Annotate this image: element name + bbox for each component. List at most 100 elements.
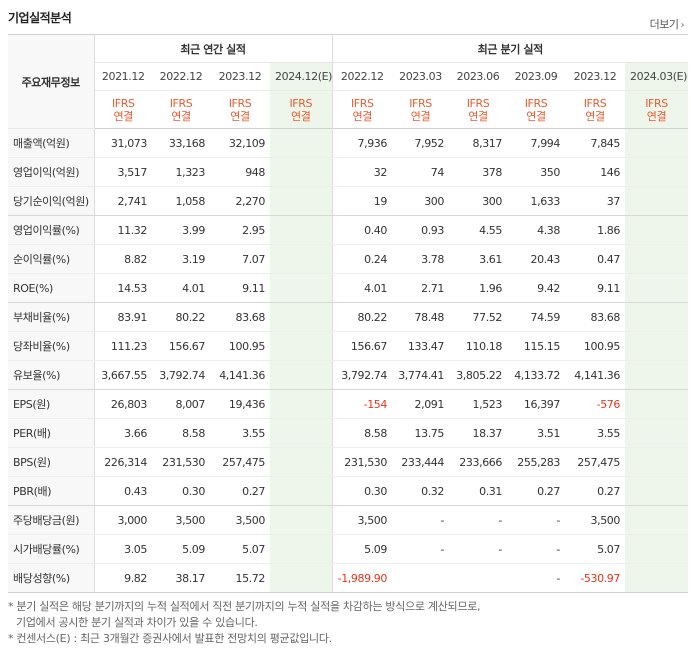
cell-annual xyxy=(270,563,333,593)
cell-quarter: 0.30 xyxy=(332,476,392,506)
cell-quarter: 0.24 xyxy=(332,244,392,274)
chevron-right-icon: › xyxy=(680,20,685,31)
footnote-consensus: * 컨센서스(E) : 최근 3개월간 증권사에서 발표한 전망치의 평균값입니… xyxy=(8,632,332,645)
cell-quarter: - xyxy=(507,505,565,535)
ifrs-consolidated: 연결 xyxy=(230,109,250,123)
ifrs-standard: IFRS xyxy=(228,96,252,110)
row-header-label: 주요재무정보 xyxy=(8,34,95,129)
cell-quarter: 80.22 xyxy=(332,302,392,332)
cell-annual: 5.09 xyxy=(152,534,210,564)
row-label: 영업이익(억원) xyxy=(8,157,95,187)
cell-quarter: 1.86 xyxy=(565,215,625,245)
cell-quarter xyxy=(625,447,689,477)
footnote-quarterly: * 분기 실적은 해당 분기까지의 누적 실적에서 직전 분기까지의 누적 실적… xyxy=(8,600,481,613)
cell-quarter: 9.42 xyxy=(507,273,565,303)
cell-annual xyxy=(270,534,333,564)
cell-quarter: 378 xyxy=(449,157,507,187)
table-row: 매출액(억원) 31,073 33,168 32,109 7,936 7,952 8,317… xyxy=(8,128,689,158)
ifrs-consolidated: 연결 xyxy=(410,109,431,123)
cell-quarter: 9.11 xyxy=(565,273,625,303)
cell-quarter: 3,805.22 xyxy=(449,360,507,390)
cell-annual xyxy=(270,360,333,390)
financial-summary-table: 주요재무정보 최근 연간 실적 최근 분기 실적 2021.12 2022.12 2… xyxy=(8,34,689,593)
ifrs-standard: IFRS xyxy=(350,96,374,110)
cell-quarter: -154 xyxy=(332,389,392,419)
cell-quarter xyxy=(625,302,689,332)
cell-annual xyxy=(270,244,333,274)
cell-quarter: 37 xyxy=(565,186,625,216)
cell-annual xyxy=(270,476,333,506)
cell-annual: 3.19 xyxy=(152,244,210,274)
cell-quarter: 3,500 xyxy=(332,505,392,535)
table-row: 영업이익률(%) 11.32 3.99 2.95 0.40 0.93 4.55 4.38 1.8… xyxy=(8,215,689,245)
period-quarter: 2023.06 xyxy=(449,62,507,91)
cell-quarter: 4.55 xyxy=(449,215,507,245)
cell-quarter xyxy=(625,157,689,187)
quarter-group-header: 최근 분기 실적 xyxy=(332,34,689,63)
cell-quarter: 83.68 xyxy=(565,302,625,332)
row-label: PER(배) xyxy=(8,418,95,448)
ifrs-standard: IFRS xyxy=(169,96,193,110)
cell-annual xyxy=(270,157,333,187)
cell-annual xyxy=(270,389,333,419)
cell-annual: 31,073 xyxy=(94,128,152,158)
ifrs-standard: IFRS xyxy=(583,96,607,110)
row-label: 부채비율(%) xyxy=(8,302,95,332)
cell-annual: 19,436 xyxy=(210,389,270,419)
row-label: 주당배당금(원) xyxy=(8,505,95,535)
cell-quarter: 19 xyxy=(332,186,392,216)
cell-quarter: 3.78 xyxy=(392,244,449,274)
cell-annual: 5.07 xyxy=(210,534,270,564)
cell-quarter: - xyxy=(507,563,565,593)
cell-quarter xyxy=(625,244,689,274)
cell-quarter: 146 xyxy=(565,157,625,187)
cell-quarter: 4.01 xyxy=(332,273,392,303)
cell-quarter: 100.95 xyxy=(565,331,625,361)
cell-quarter: 74 xyxy=(392,157,449,187)
period-quarter: 2023.12 xyxy=(565,62,625,91)
cell-annual: 2.95 xyxy=(210,215,270,245)
cell-quarter: 0.40 xyxy=(332,215,392,245)
row-label: 매출액(억원) xyxy=(8,128,95,158)
cell-quarter: 18.37 xyxy=(449,418,507,448)
cell-annual xyxy=(270,186,333,216)
cell-annual: 2,270 xyxy=(210,186,270,216)
section-title: 기업실적분석 xyxy=(8,11,72,25)
row-label: PBR(배) xyxy=(8,476,95,506)
cell-annual: 156.67 xyxy=(152,331,210,361)
cell-annual: 226,314 xyxy=(94,447,152,477)
cell-quarter: 20.43 xyxy=(507,244,565,274)
ifrs-consolidated: 연결 xyxy=(171,109,191,123)
ifrs-label: IFRS 연결 xyxy=(94,91,152,129)
cell-annual: 83.68 xyxy=(210,302,270,332)
cell-annual: 9.82 xyxy=(94,563,152,593)
more-link[interactable]: 더보기 › xyxy=(650,16,685,32)
cell-quarter: 231,530 xyxy=(332,447,392,477)
cell-annual xyxy=(270,215,333,245)
cell-quarter: 78.48 xyxy=(392,302,449,332)
cell-annual: 8.82 xyxy=(94,244,152,274)
cell-annual: 9.11 xyxy=(210,273,270,303)
row-label: 배당성향(%) xyxy=(8,563,95,593)
period-quarter: 2023.09 xyxy=(507,62,565,91)
table-row: 부채비율(%) 83.91 80.22 83.68 80.22 78.48 77.52 74.… xyxy=(8,302,689,332)
cell-annual: 33,168 xyxy=(152,128,210,158)
row-label: ROE(%) xyxy=(8,273,95,303)
cell-annual: 26,803 xyxy=(94,389,152,419)
cell-annual: 3,500 xyxy=(152,505,210,535)
cell-quarter xyxy=(449,563,507,593)
cell-annual: 8,007 xyxy=(152,389,210,419)
cell-annual: 4,141.36 xyxy=(210,360,270,390)
cell-annual: 2,741 xyxy=(94,186,152,216)
cell-quarter xyxy=(625,360,689,390)
row-label: BPS(원) xyxy=(8,447,95,477)
ifrs-consolidated: 연결 xyxy=(526,109,546,123)
ifrs-label: IFRS 연결 xyxy=(270,90,333,129)
cell-quarter: 5.07 xyxy=(565,534,625,564)
table-row: ROE(%) 14.53 4.01 9.11 4.01 2.71 1.96 9.42 9.11 xyxy=(8,273,689,303)
cell-annual: 3,792.74 xyxy=(152,360,210,390)
ifrs-standard: IFRS xyxy=(466,96,490,110)
period-quarter: 2024.03(E) xyxy=(625,62,689,91)
cell-quarter: 300 xyxy=(392,186,449,216)
row-label: 유보율(%) xyxy=(8,360,95,390)
